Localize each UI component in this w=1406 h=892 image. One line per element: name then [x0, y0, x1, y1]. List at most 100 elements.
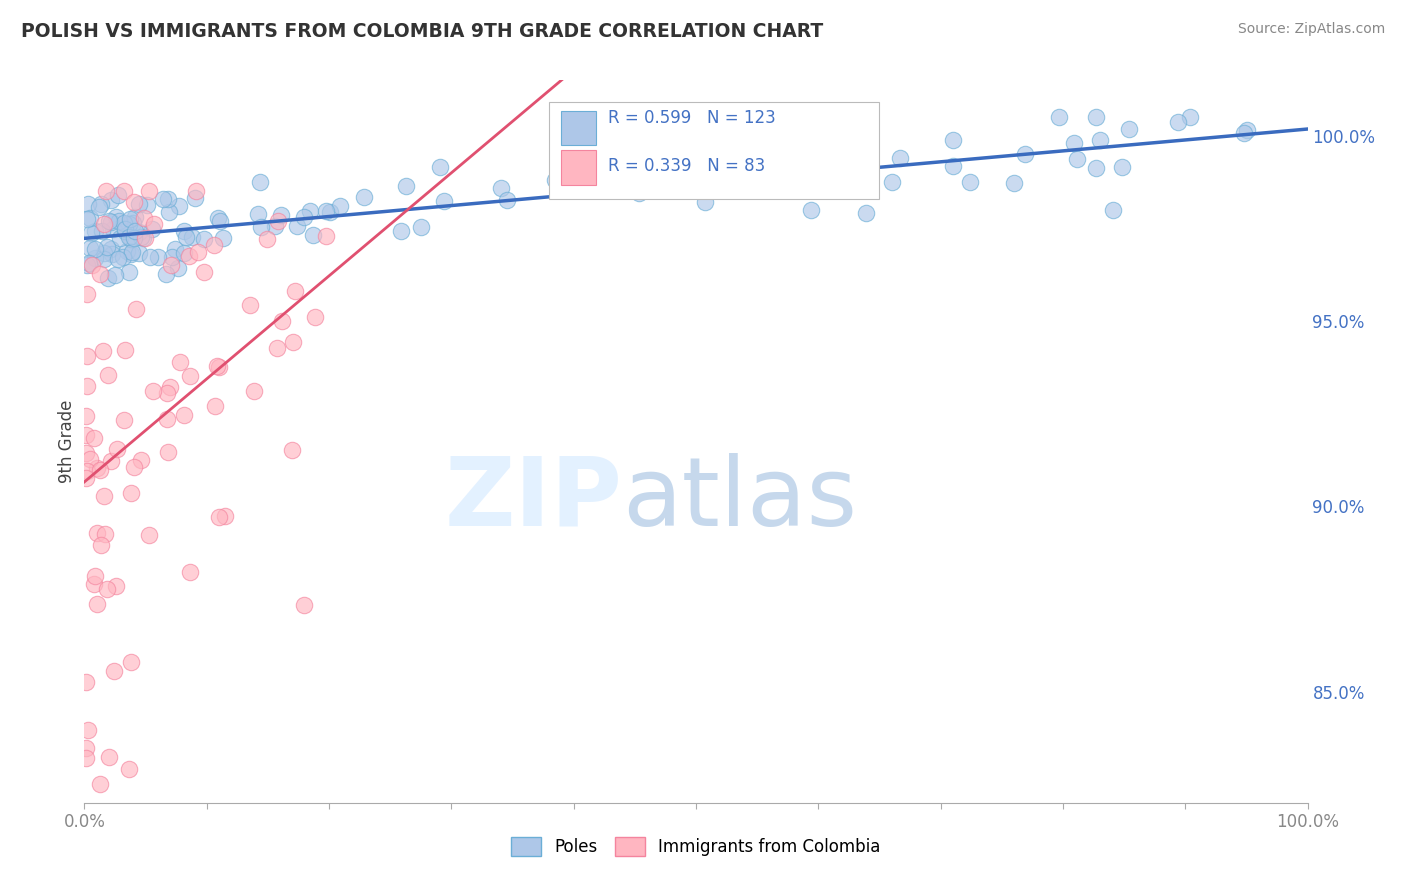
Point [693, 195, 716, 210]
Point [1236, 123, 1258, 137]
Point [86, 597, 108, 611]
Point [280, 442, 302, 457]
Point [79, 211, 101, 225]
Point [86, 460, 108, 475]
Point [93, 252, 115, 267]
Point [101, 247, 124, 261]
Point [294, 211, 316, 225]
Point [121, 244, 143, 259]
Point [98, 749, 121, 764]
Point [75, 471, 97, 485]
Point [96, 240, 118, 254]
Point [409, 220, 432, 235]
Point [97, 368, 120, 383]
Point [108, 231, 131, 245]
Point [1002, 176, 1025, 190]
Point [79, 242, 101, 256]
Point [394, 179, 416, 194]
Point [93, 489, 115, 503]
Point [292, 599, 315, 613]
Point [315, 229, 337, 244]
Point [239, 298, 262, 312]
Point [174, 230, 197, 244]
Point [139, 250, 162, 264]
Point [249, 175, 271, 189]
Point [1102, 202, 1125, 217]
Point [184, 191, 207, 205]
Point [87, 200, 110, 214]
Point [80, 227, 103, 241]
Point [179, 369, 201, 384]
Point [1088, 133, 1111, 147]
Point [1085, 111, 1108, 125]
Point [120, 655, 142, 669]
Point [186, 185, 208, 199]
Point [202, 237, 225, 252]
Point [80, 258, 103, 272]
Point [112, 216, 135, 230]
Point [142, 384, 165, 399]
Point [179, 566, 201, 580]
Point [75, 750, 97, 764]
Point [207, 360, 229, 375]
Point [266, 341, 288, 355]
Point [159, 259, 181, 273]
Point [688, 169, 710, 184]
Text: R = 0.339   N = 83: R = 0.339 N = 83 [607, 156, 765, 175]
Point [83, 251, 105, 265]
Point [301, 228, 323, 243]
Point [249, 220, 271, 235]
Point [128, 246, 150, 260]
Text: Source: ZipAtlas.com: Source: ZipAtlas.com [1237, 22, 1385, 37]
Point [101, 222, 124, 236]
Point [264, 219, 287, 233]
Point [820, 170, 842, 185]
Point [169, 355, 191, 369]
Point [122, 230, 145, 244]
Point [299, 203, 322, 218]
Point [177, 249, 200, 263]
Point [433, 194, 456, 208]
Point [90, 538, 112, 552]
Point [800, 203, 823, 218]
Point [79, 256, 101, 270]
Point [128, 225, 150, 239]
Point [75, 409, 97, 423]
Point [544, 173, 567, 187]
Text: R = 0.599   N = 123: R = 0.599 N = 123 [607, 109, 776, 127]
Point [100, 454, 122, 468]
Point [489, 181, 512, 195]
Point [1233, 126, 1256, 140]
Point [75, 446, 97, 460]
Point [77, 197, 100, 211]
Point [76, 349, 98, 363]
Point [75, 675, 97, 690]
Text: POLISH VS IMMIGRANTS FROM COLOMBIA 9TH GRADE CORRELATION CHART: POLISH VS IMMIGRANTS FROM COLOMBIA 9TH G… [21, 22, 824, 41]
Point [152, 192, 174, 206]
Point [270, 314, 292, 328]
Point [156, 444, 179, 458]
Point [1111, 160, 1133, 174]
Point [83, 431, 105, 445]
Point [751, 159, 773, 173]
Point [1084, 161, 1107, 175]
Point [243, 384, 266, 398]
Point [738, 163, 761, 178]
Point [135, 198, 157, 212]
Point [157, 205, 180, 219]
Point [329, 199, 352, 213]
Bar [561, 111, 596, 145]
Point [100, 193, 122, 207]
Point [304, 310, 326, 324]
Point [120, 486, 142, 500]
Point [156, 192, 179, 206]
Point [118, 211, 141, 226]
Point [105, 442, 128, 456]
Point [129, 452, 152, 467]
Point [114, 224, 136, 238]
Point [124, 210, 146, 224]
Point [134, 231, 156, 245]
Point [628, 186, 651, 200]
Point [266, 213, 288, 227]
Point [1118, 121, 1140, 136]
